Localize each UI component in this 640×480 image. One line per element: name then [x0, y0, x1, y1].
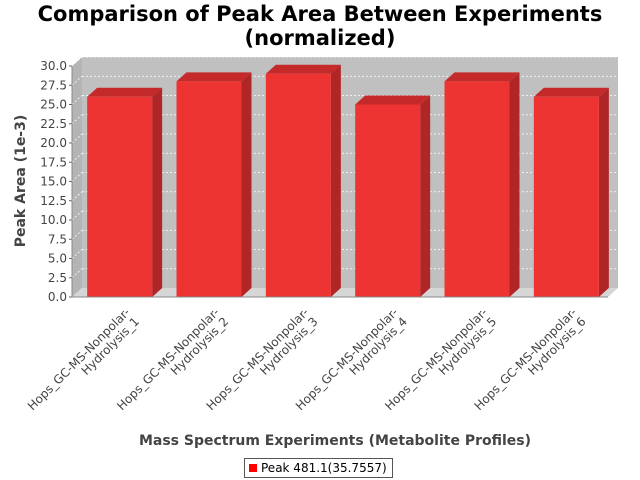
bar [265, 73, 331, 297]
y-tick-label: 0.0 [48, 290, 67, 304]
bar [444, 81, 510, 298]
bar [533, 96, 599, 297]
y-axis-title: Peak Area (1e-3) [13, 115, 29, 248]
bar-top [87, 87, 163, 97]
chart-title-line-2: (normalized) [244, 26, 396, 50]
legend: Peak 481.1(35.7557) [244, 458, 393, 478]
bar [176, 81, 242, 298]
y-tick-label: 30.0 [40, 59, 67, 73]
y-tick-label: 27.5 [40, 78, 67, 92]
chart-title: Comparison of Peak Area Between Experime… [0, 2, 640, 50]
bar-side [241, 72, 252, 298]
y-tick-label: 20.0 [40, 136, 67, 150]
y-tick-label: 12.5 [40, 194, 67, 208]
bar [87, 96, 153, 297]
y-tick-label: 10.0 [40, 213, 67, 227]
y-tick-label: 22.5 [40, 117, 67, 131]
plot-left-wall [72, 57, 82, 297]
x-axis-title: Mass Spectrum Experiments (Metabolite Pr… [139, 433, 531, 449]
y-tick-label: 25.0 [40, 98, 67, 112]
legend-swatch [249, 464, 257, 472]
bar-side [420, 95, 431, 297]
bar-side [598, 87, 609, 297]
bar [355, 104, 421, 297]
chart-title-line-1: Comparison of Peak Area Between Experime… [37, 2, 603, 26]
x-tick-label-line: Hops_GC-MS-Nonpolar- [25, 305, 133, 413]
y-tick-label: 7.5 [48, 232, 67, 246]
y-tick-label: 5.0 [48, 252, 67, 266]
bar-side [509, 72, 520, 298]
y-tick-label: 17.5 [40, 155, 67, 169]
bar-top [265, 64, 341, 74]
legend-label: Peak 481.1(35.7557) [261, 461, 387, 475]
y-tick-label: 2.5 [48, 271, 67, 285]
y-tick-label: 15.0 [40, 175, 67, 189]
bar-side [330, 64, 341, 297]
bar-side [152, 87, 163, 297]
bar-series [87, 64, 609, 298]
bar-top [444, 72, 520, 82]
bar-top [533, 87, 609, 97]
axes: 0.0 2.5 5.0 7.5 10.0 12.5 15.0 17.5 20.0 22.5 25.0… [40, 59, 608, 304]
bar-top [355, 95, 431, 105]
bar-top [176, 72, 252, 82]
